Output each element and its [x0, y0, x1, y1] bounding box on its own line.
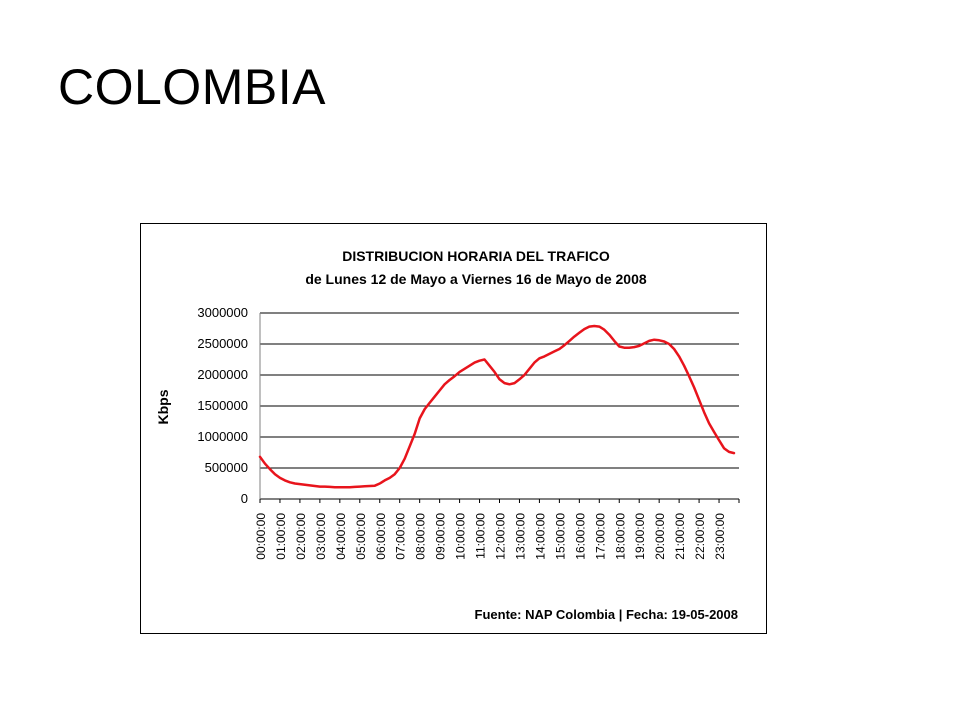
x-tick-label: 11:00:00 — [474, 513, 488, 559]
x-tick-label: 17:00:00 — [593, 513, 607, 560]
x-tick-label: 12:00:00 — [494, 513, 508, 560]
x-tick-label: 08:00:00 — [414, 513, 428, 560]
x-tick-label: 04:00:00 — [334, 513, 348, 560]
slide-title: COLOMBIA — [58, 59, 326, 115]
chart-frame: DISTRIBUCION HORARIA DEL TRAFICO de Lune… — [140, 223, 767, 634]
x-tick-label: 19:00:00 — [633, 513, 647, 560]
x-tick-label: 07:00:00 — [394, 513, 408, 560]
x-tick-label: 20:00:00 — [653, 513, 667, 560]
x-tick-label: 15:00:00 — [553, 513, 567, 560]
y-tick-label: 2000000 — [197, 367, 248, 382]
grid-lines — [259, 312, 739, 500]
traffic-chart: DISTRIBUCION HORARIA DEL TRAFICO de Lune… — [155, 248, 740, 622]
x-tick-labels: 00:00:00 01:00:00 02:00:00 03:00:00 04:00:00… — [254, 499, 740, 560]
y-axis-label: Kbps — [155, 389, 171, 424]
source-note: Fuente: NAP Colombia | Fecha: 19-05-2008 — [475, 607, 738, 622]
y-tick-label: 0 — [241, 491, 248, 506]
x-tick-label: 05:00:00 — [354, 513, 368, 560]
y-tick-labels: 0 500000 1000000 1500000 2000000 2500000 30000… — [197, 305, 248, 506]
x-tick-label: 18:00:00 — [613, 513, 627, 560]
x-tick-label: 14:00:00 — [533, 513, 547, 560]
x-tick-label: 10:00:00 — [454, 513, 468, 560]
x-tick-label: 06:00:00 — [374, 513, 388, 560]
x-tick-label: 03:00:00 — [314, 513, 328, 560]
x-tick-label: 21:00:00 — [673, 513, 687, 560]
x-tick-label: 23:00:00 — [713, 513, 727, 560]
x-tick-label: 00:00:00 — [254, 513, 268, 560]
series-layer — [258, 324, 736, 489]
x-tick-label: 22:00:00 — [693, 513, 707, 560]
chart-subtitle: de Lunes 12 de Mayo a Viernes 16 de Mayo… — [305, 271, 647, 287]
chart-title: DISTRIBUCION HORARIA DEL TRAFICO — [342, 248, 610, 264]
x-tick-label: 02:00:00 — [294, 513, 308, 560]
x-tick-label: 16:00:00 — [573, 513, 587, 560]
y-tick-label: 2500000 — [197, 336, 248, 351]
x-tick-label: 01:00:00 — [274, 513, 288, 560]
series-line — [258, 324, 736, 489]
y-tick-label: 500000 — [205, 460, 248, 475]
y-tick-label: 1000000 — [197, 429, 248, 444]
x-tick-label: 09:00:00 — [434, 513, 448, 560]
x-tick-label: 13:00:00 — [513, 513, 527, 560]
y-tick-label: 1500000 — [197, 398, 248, 413]
y-tick-label: 3000000 — [197, 305, 248, 320]
